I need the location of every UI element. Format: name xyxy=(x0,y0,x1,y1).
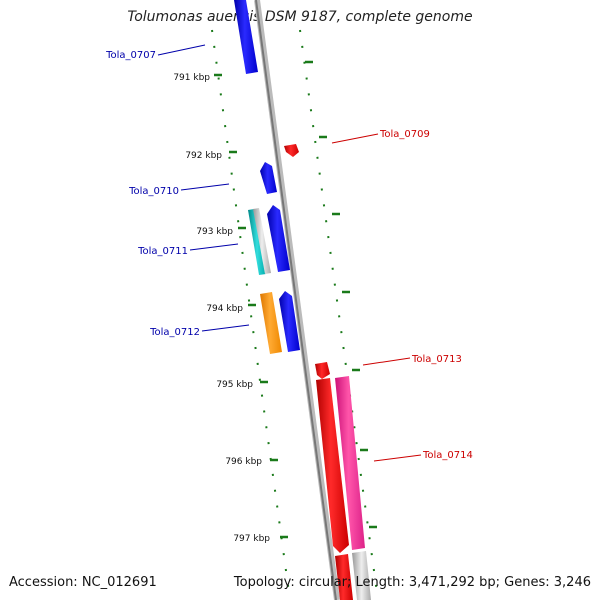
ruler-tick-label: 796 kbp xyxy=(225,457,262,467)
label-tola-0712[interactable]: Tola_0712 xyxy=(149,327,200,338)
gene-tola-0711-cyan[interactable] xyxy=(248,209,266,275)
ruler-tick-label: 797 kbp xyxy=(233,534,270,544)
gene-tola-0710[interactable] xyxy=(260,162,277,194)
genome-summary-text: Topology: circular; Length: 3,471,292 bp… xyxy=(233,575,591,590)
accession-text: Accession: NC_012691 xyxy=(9,575,157,590)
ruler-tick-label: 792 kbp xyxy=(185,151,222,161)
label-tola-0714[interactable]: Tola_0714 xyxy=(422,450,473,461)
label-tola-0713[interactable]: Tola_0713 xyxy=(411,354,462,365)
gene-tola-0711-grey[interactable] xyxy=(253,208,271,274)
leader-tola-0710 xyxy=(180,183,230,191)
gene-grey-lower[interactable] xyxy=(352,551,371,600)
leader-tola-0713 xyxy=(362,357,411,366)
leader-tola-0707 xyxy=(157,44,206,56)
gene-tola-0713[interactable] xyxy=(315,362,330,379)
gene-red-lower[interactable] xyxy=(335,554,353,600)
ruler-tick-label: 795 kbp xyxy=(216,380,253,390)
ruler-ticks xyxy=(214,60,377,539)
forward-ring xyxy=(211,29,291,600)
gene-tola-0714[interactable] xyxy=(316,378,349,553)
label-tola-0711[interactable]: Tola_0711 xyxy=(137,246,188,257)
ruler-tick-label: 791 kbp xyxy=(173,73,210,83)
leader-tola-0712 xyxy=(201,324,250,332)
gene-tola-0712-orange[interactable] xyxy=(260,292,282,354)
label-tola-0707[interactable]: Tola_0707 xyxy=(105,50,156,61)
gene-tola-0709[interactable] xyxy=(284,144,299,157)
leader-tola-0709 xyxy=(331,133,379,144)
ruler-tick-label: 793 kbp xyxy=(196,227,233,237)
gene-tola-0707[interactable] xyxy=(234,0,258,74)
gene-tola-0711[interactable] xyxy=(267,205,290,272)
leader-tola-0711 xyxy=(189,243,239,251)
gene-tola-0714-pink[interactable] xyxy=(335,376,365,550)
backbone-core xyxy=(255,0,337,600)
ruler-tick-label: 794 kbp xyxy=(206,304,243,314)
label-tola-0709[interactable]: Tola_0709 xyxy=(379,129,430,140)
leader-tola-0714 xyxy=(373,454,422,462)
gene-tola-0712[interactable] xyxy=(279,291,300,352)
map-title: Tolumonas auensis DSM 9187, complete gen… xyxy=(127,9,473,25)
label-tola-0710[interactable]: Tola_0710 xyxy=(128,186,179,197)
